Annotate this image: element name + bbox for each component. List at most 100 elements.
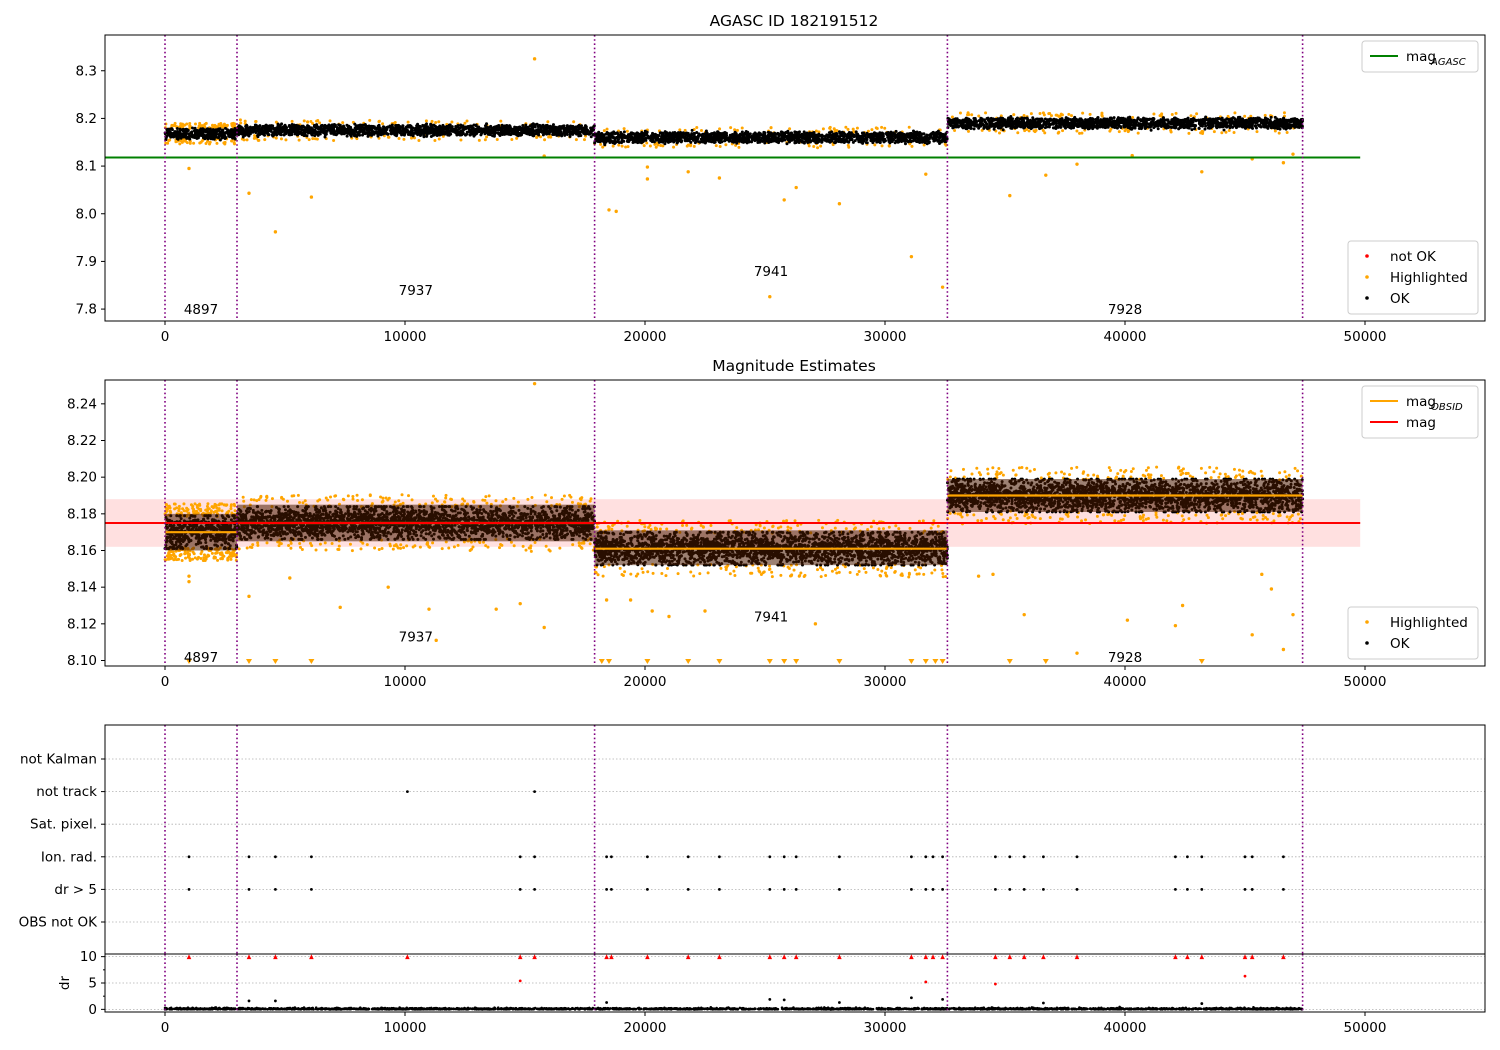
- highlighted-point: [1255, 130, 1259, 134]
- highlighted-point: [599, 142, 603, 146]
- ok-point: [704, 129, 708, 133]
- highlighted-point: [178, 142, 182, 146]
- ok-point: [659, 138, 663, 142]
- highlighted-point: [1131, 115, 1135, 119]
- ok-point: [785, 142, 789, 146]
- ok-point: [552, 126, 556, 130]
- ok-point: [841, 140, 845, 144]
- ok-point: [493, 132, 497, 136]
- ok-point: [507, 131, 511, 135]
- ok-point: [272, 127, 276, 131]
- ok-point: [625, 139, 629, 143]
- ok-point: [886, 130, 890, 134]
- highlighted-point: [311, 121, 315, 125]
- highlighted-point: [907, 125, 911, 129]
- ok-point: [562, 124, 566, 128]
- ok-point: [558, 128, 562, 132]
- ok-point: [779, 133, 783, 137]
- ok-point: [589, 130, 593, 134]
- ok-point: [861, 138, 865, 142]
- ok-point: [553, 128, 557, 132]
- ok-point: [583, 124, 587, 128]
- ok-point: [1137, 126, 1141, 130]
- ok-point: [283, 128, 287, 132]
- ok-point: [194, 130, 198, 134]
- ok-point: [811, 135, 815, 139]
- ok-point: [359, 128, 363, 132]
- highlighted-point: [1080, 131, 1084, 135]
- ok-point: [563, 131, 567, 135]
- ok-point: [170, 132, 174, 136]
- highlighted-point: [1081, 111, 1085, 115]
- highlighted-point: [263, 138, 267, 142]
- ok-point: [217, 134, 221, 138]
- highlighted-point: [222, 141, 226, 145]
- highlighted-point: [683, 128, 687, 132]
- highlighted-point: [204, 121, 208, 125]
- highlighted-point: [549, 135, 553, 139]
- ok-point: [787, 140, 791, 144]
- ok-point: [472, 123, 476, 127]
- ok-point: [869, 135, 873, 139]
- ok-point: [841, 137, 845, 141]
- ok-point: [925, 142, 929, 146]
- ok-point: [443, 127, 447, 131]
- highlighted-point: [1108, 129, 1112, 133]
- ok-point: [563, 133, 567, 137]
- ok-point: [767, 139, 771, 143]
- highlighted-point: [499, 119, 503, 123]
- highlighted-point: [434, 121, 438, 125]
- ok-point: [441, 124, 445, 128]
- highlighted-point: [450, 120, 454, 124]
- ok-point: [710, 136, 714, 140]
- ok-point: [856, 132, 860, 136]
- ok-point: [282, 125, 286, 129]
- ok-point: [377, 124, 381, 128]
- ok-point: [577, 131, 581, 135]
- highlighted-point: [880, 125, 884, 129]
- ok-point: [848, 138, 852, 142]
- ok-point: [184, 127, 188, 131]
- highlighted-point: [332, 138, 336, 142]
- highlighted-point: [1136, 131, 1140, 135]
- highlighted-point: [1027, 129, 1031, 133]
- ok-point: [794, 140, 798, 144]
- ok-point: [290, 133, 294, 137]
- ok-point: [508, 128, 512, 132]
- ok-point: [757, 131, 761, 135]
- highlighted-point: [239, 121, 243, 125]
- highlighted-point: [397, 137, 401, 141]
- highlighted-point: [463, 121, 467, 125]
- ok-point: [465, 130, 469, 134]
- ok-point: [860, 131, 864, 135]
- ok-point: [342, 124, 346, 128]
- highlighted-point: [672, 145, 676, 149]
- ok-point: [388, 128, 392, 132]
- ok-point: [391, 126, 395, 130]
- highlighted-point: [368, 118, 372, 122]
- ok-point: [339, 131, 343, 135]
- highlighted-point: [880, 144, 884, 148]
- ok-point: [808, 140, 812, 144]
- ok-point: [713, 132, 717, 136]
- ok-point: [934, 134, 938, 138]
- highlighted-point: [733, 128, 737, 132]
- highlighted-point: [217, 123, 221, 127]
- ok-point: [306, 124, 310, 128]
- ok-point: [565, 133, 569, 137]
- ok-point: [816, 139, 820, 143]
- ok-point: [305, 134, 309, 138]
- ok-point: [693, 141, 697, 145]
- ok-point: [257, 125, 261, 129]
- ok-point: [1156, 127, 1160, 131]
- ok-point: [239, 125, 243, 129]
- ok-point: [832, 137, 836, 141]
- highlighted-point: [943, 142, 947, 146]
- highlighted-point: [582, 138, 586, 142]
- highlighted-point: [192, 141, 196, 145]
- highlighted-point: [689, 144, 693, 148]
- ok-point: [539, 129, 543, 133]
- ok-point: [521, 123, 525, 127]
- highlighted-point: [238, 118, 242, 122]
- highlighted-point: [315, 119, 319, 123]
